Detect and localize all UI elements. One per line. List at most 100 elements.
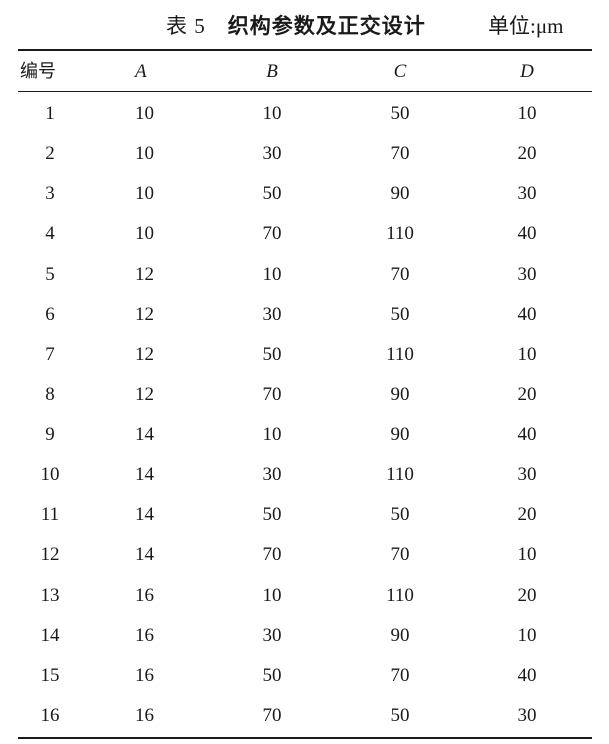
table-cell: 40: [517, 223, 537, 245]
table-row: 14 16 30 90 10: [0, 621, 609, 651]
table-cell: 6: [45, 303, 55, 325]
table-cell: 30: [517, 183, 537, 205]
bottom-rule: [18, 737, 592, 739]
table-cell: 30: [262, 143, 282, 165]
table-row: 5 12 10 70 30: [0, 260, 609, 290]
table-cell: 10: [135, 223, 154, 245]
table-cell: 70: [262, 383, 282, 405]
table-row: 3 10 50 90 30: [0, 179, 609, 209]
table-cell: 10: [517, 624, 537, 646]
table-cell: 14: [40, 624, 60, 646]
table-cell: 3: [45, 183, 55, 205]
table-cell: 40: [517, 424, 537, 446]
table-cell: 50: [390, 103, 410, 124]
table-cell: 50: [262, 504, 282, 526]
table-cell: 10: [262, 263, 282, 285]
table-row: 7 12 50 110 10: [0, 340, 609, 370]
table-cell: 5: [45, 263, 55, 285]
table-cell: 50: [262, 664, 282, 686]
table-cell: 12: [135, 383, 154, 405]
table-cell: 10: [135, 143, 154, 165]
table-row: 4 10 70 110 40: [0, 219, 609, 249]
table-cell: 14: [135, 544, 154, 566]
table-cell: 14: [135, 424, 154, 446]
table-cell: 30: [262, 624, 282, 646]
table-cell: 8: [45, 383, 55, 405]
table-cell: 11: [40, 504, 60, 526]
table-cell: 16: [40, 704, 60, 726]
table-cell: 30: [262, 464, 282, 486]
table-cell: 12: [135, 303, 154, 325]
table-row: 15 16 50 70 40: [0, 661, 609, 691]
header-cell: A: [135, 61, 147, 82]
table-cell: 12: [40, 544, 60, 566]
table-row: 10 14 30 110 30: [0, 460, 609, 490]
table-cell: 90: [390, 183, 410, 205]
table-cell: 110: [386, 343, 414, 365]
table-cell: 16: [135, 584, 154, 606]
table-cell: 50: [262, 343, 282, 365]
table-cell: 10: [262, 424, 282, 446]
table-cell: 12: [135, 263, 154, 285]
table-cell: 30: [517, 263, 537, 285]
table-row: 1 10 10 50 10: [0, 99, 609, 129]
table-cell: 10: [135, 183, 154, 205]
table-cell: 10: [517, 343, 537, 365]
table-cell: 14: [135, 504, 154, 526]
table-cell: 70: [390, 664, 410, 686]
table-caption: 织构参数及正交设计: [227, 14, 426, 38]
table-cell: 16: [135, 704, 154, 726]
table-row: 16 16 70 50 30: [0, 701, 609, 731]
table-row: 12 14 70 70 10: [0, 540, 609, 570]
table-row: 13 16 10 110 20: [0, 581, 609, 611]
table-cell: 90: [390, 383, 410, 405]
header-cell: 编号: [20, 61, 56, 82]
table-cell: 40: [517, 303, 537, 325]
top-rule: [18, 49, 592, 51]
table-cell: 110: [386, 584, 414, 606]
table-cell: 20: [517, 584, 537, 606]
table-cell: 20: [517, 383, 537, 405]
table-cell: 7: [45, 343, 55, 365]
table-cell: 14: [135, 464, 154, 486]
table-cell: 12: [135, 343, 154, 365]
table-cell: 70: [262, 704, 282, 726]
table-cell: 13: [40, 584, 60, 606]
table-cell: 90: [390, 424, 410, 446]
table-cell: 10: [262, 584, 282, 606]
table-cell: 50: [262, 183, 282, 205]
table-cell: 110: [386, 223, 414, 245]
header-cell: B: [266, 61, 278, 82]
table-cell: 30: [517, 464, 537, 486]
table-cell: 10: [262, 103, 282, 124]
table-cell: 20: [517, 143, 537, 165]
table-cell: 70: [390, 263, 410, 285]
header-cell: D: [520, 61, 534, 82]
header-row: 编号 A B C D: [0, 57, 609, 87]
table-row: 8 12 70 90 20: [0, 380, 609, 410]
table-cell: 40: [517, 664, 537, 686]
table-cell: 16: [135, 624, 154, 646]
table-row: 11 14 50 50 20: [0, 500, 609, 530]
table-cell: 50: [390, 303, 410, 325]
table-row: 9 14 10 90 40: [0, 420, 609, 450]
table-cell: 16: [135, 664, 154, 686]
table-cell: 70: [262, 223, 282, 245]
table-cell: 50: [390, 504, 410, 526]
table-cell: 10: [517, 544, 537, 566]
table-cell: 30: [517, 704, 537, 726]
table-cell: 10: [517, 103, 537, 124]
table-title: 表 5 织构参数及正交设计: [166, 10, 426, 40]
table-cell: 70: [262, 544, 282, 566]
table-number: 表 5: [166, 14, 206, 38]
header-cell: C: [393, 61, 407, 82]
table-cell: 10: [135, 103, 154, 124]
table-cell: 10: [40, 464, 60, 486]
table-row: 2 10 30 70 20: [0, 139, 609, 169]
table-cell: 2: [45, 143, 55, 165]
table-cell: 70: [390, 143, 410, 165]
table-cell: 70: [390, 544, 410, 566]
table-cell: 50: [390, 704, 410, 726]
table-cell: 1: [45, 103, 55, 124]
header-rule: [18, 91, 592, 92]
